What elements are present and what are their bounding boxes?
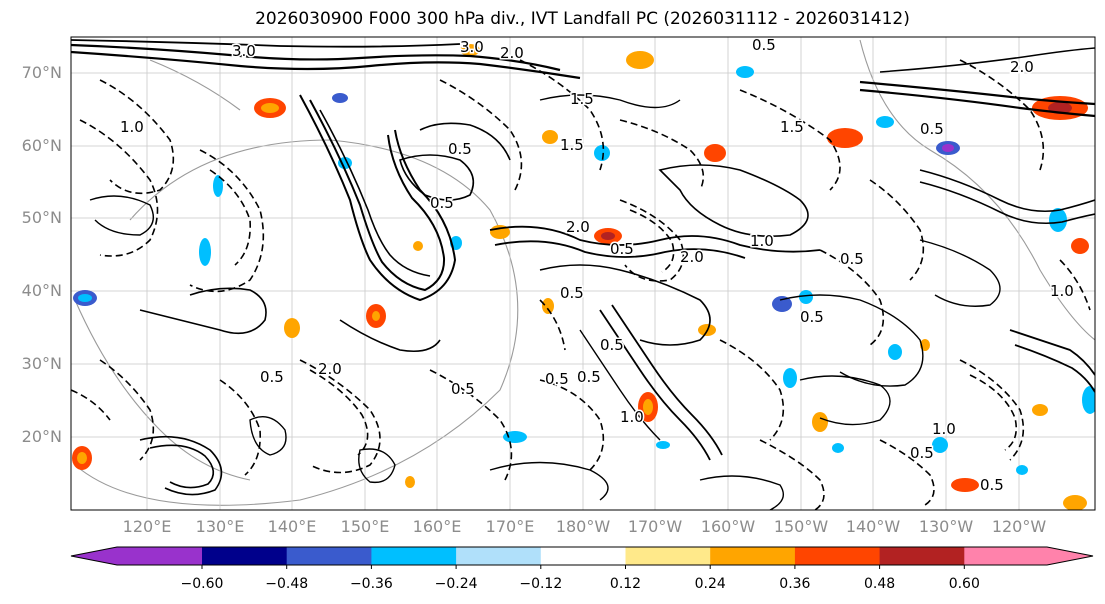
contour-label: 0.5	[920, 120, 944, 138]
colorbar-tick-label: 0.36	[779, 576, 811, 592]
lon-label: 160°E	[412, 517, 462, 536]
colorbar-swatch	[71, 547, 202, 565]
contour-label: 1.5	[780, 118, 804, 136]
colorbar-swatch	[540, 547, 626, 565]
contour-label: 1.0	[120, 118, 144, 136]
lon-label: 150°E	[340, 517, 390, 536]
colorbar-swatch	[964, 547, 1093, 565]
contour-label: 1.0	[750, 232, 774, 250]
colorbar-swatch	[371, 547, 457, 565]
contour-label: 0.5	[752, 36, 776, 54]
colorbar-tick-label: 0.48	[864, 576, 896, 592]
colorbar-tick-label: −0.36	[349, 576, 393, 592]
lon-label: 130°W	[918, 517, 974, 536]
colorbar-swatch	[625, 547, 711, 565]
contour-label: 3.0	[232, 42, 256, 60]
coastlines	[74, 39, 1095, 506]
contour-label: 2.0	[1010, 58, 1034, 76]
contour-label: 1.5	[570, 90, 594, 108]
lon-label: 120°W	[991, 517, 1047, 536]
contour-label: 2.0	[680, 248, 704, 266]
lon-label: 170°W	[627, 517, 683, 536]
colorbar-tick-label: 0.12	[609, 576, 642, 592]
colorbar-outline	[70, 546, 1094, 566]
contour-label: 0.5	[910, 444, 934, 462]
colorbar-swatch	[456, 547, 542, 565]
solid-contours	[71, 39, 1095, 510]
contour-label: 0.5	[260, 368, 284, 386]
lon-label: 140°W	[845, 517, 901, 536]
contour-label: 0.5	[430, 194, 454, 212]
colorbar-swatch	[710, 547, 796, 565]
lon-label: 150°W	[773, 517, 829, 536]
contour-label: 0.5	[610, 240, 634, 258]
contour-label: 0.5	[448, 140, 472, 158]
contour-label: 0.5	[560, 284, 584, 302]
lat-label: 60°N	[21, 136, 62, 155]
contour-label: 1.0	[1050, 282, 1074, 300]
map-title: 2026030900 F000 300 hPa div., IVT Landfa…	[255, 9, 910, 29]
contour-label: 0.5	[840, 250, 864, 268]
colorbar-swatch	[202, 547, 288, 565]
contour-label: 2.0	[318, 360, 342, 378]
colorbar-swatch	[794, 547, 881, 565]
contour-label: 0.5	[600, 336, 624, 354]
colorbar-tick-label: −0.60	[180, 576, 224, 592]
colorbar-tick-label: 0.60	[948, 576, 980, 592]
contour-label: 0.5	[980, 476, 1004, 494]
contour-label: 1.0	[932, 420, 956, 438]
contour-label: 0.5	[451, 380, 475, 398]
contour-label: 0.5	[545, 370, 569, 388]
contour-label: 1.0	[620, 408, 644, 426]
lon-label: 180°W	[555, 517, 611, 536]
lon-label: 170°E	[485, 517, 535, 536]
contour-label: 1.5	[560, 136, 584, 154]
colorbar-tick-label: −0.12	[519, 576, 563, 592]
lon-label: 120°E	[122, 517, 172, 536]
contour-label: 2.0	[566, 218, 590, 236]
lon-label: 160°W	[700, 517, 756, 536]
graticule	[71, 37, 1095, 510]
colorbar-tick-label: −0.24	[434, 576, 478, 592]
colorbar-tick-label: 0.24	[694, 576, 726, 592]
map-frame	[70, 36, 1096, 511]
contour-label: 0.5	[577, 368, 601, 386]
lat-label: 20°N	[21, 427, 62, 446]
contour-label: 2.0	[500, 44, 524, 62]
contour-labels: 3.0 3.0 2.0 0.5 1.5 0.5 1.0 1.5 2.0 1.5 0.5 0.5 2.0 0…	[119, 36, 1076, 496]
lon-label: 130°E	[195, 517, 245, 536]
dashed-contours	[71, 59, 1091, 510]
lat-label: 70°N	[21, 63, 62, 82]
colorbar	[70, 546, 1094, 569]
colorbar-tick-label: −0.48	[265, 576, 309, 592]
colorbar-swatch	[286, 547, 372, 565]
divergence-fill	[72, 44, 1095, 510]
contour-label: 3.0	[460, 38, 484, 56]
lat-label: 30°N	[21, 354, 62, 373]
lat-label: 40°N	[21, 281, 62, 300]
colorbar-swatch	[879, 547, 965, 565]
lat-label: 50°N	[21, 208, 62, 227]
map-area: 3.0 3.0 2.0 0.5 1.5 0.5 1.0 1.5 2.0 1.5 0.5 0.5 2.0 0…	[71, 36, 1095, 510]
contour-label: 0.5	[800, 308, 824, 326]
lon-label: 140°E	[267, 517, 317, 536]
